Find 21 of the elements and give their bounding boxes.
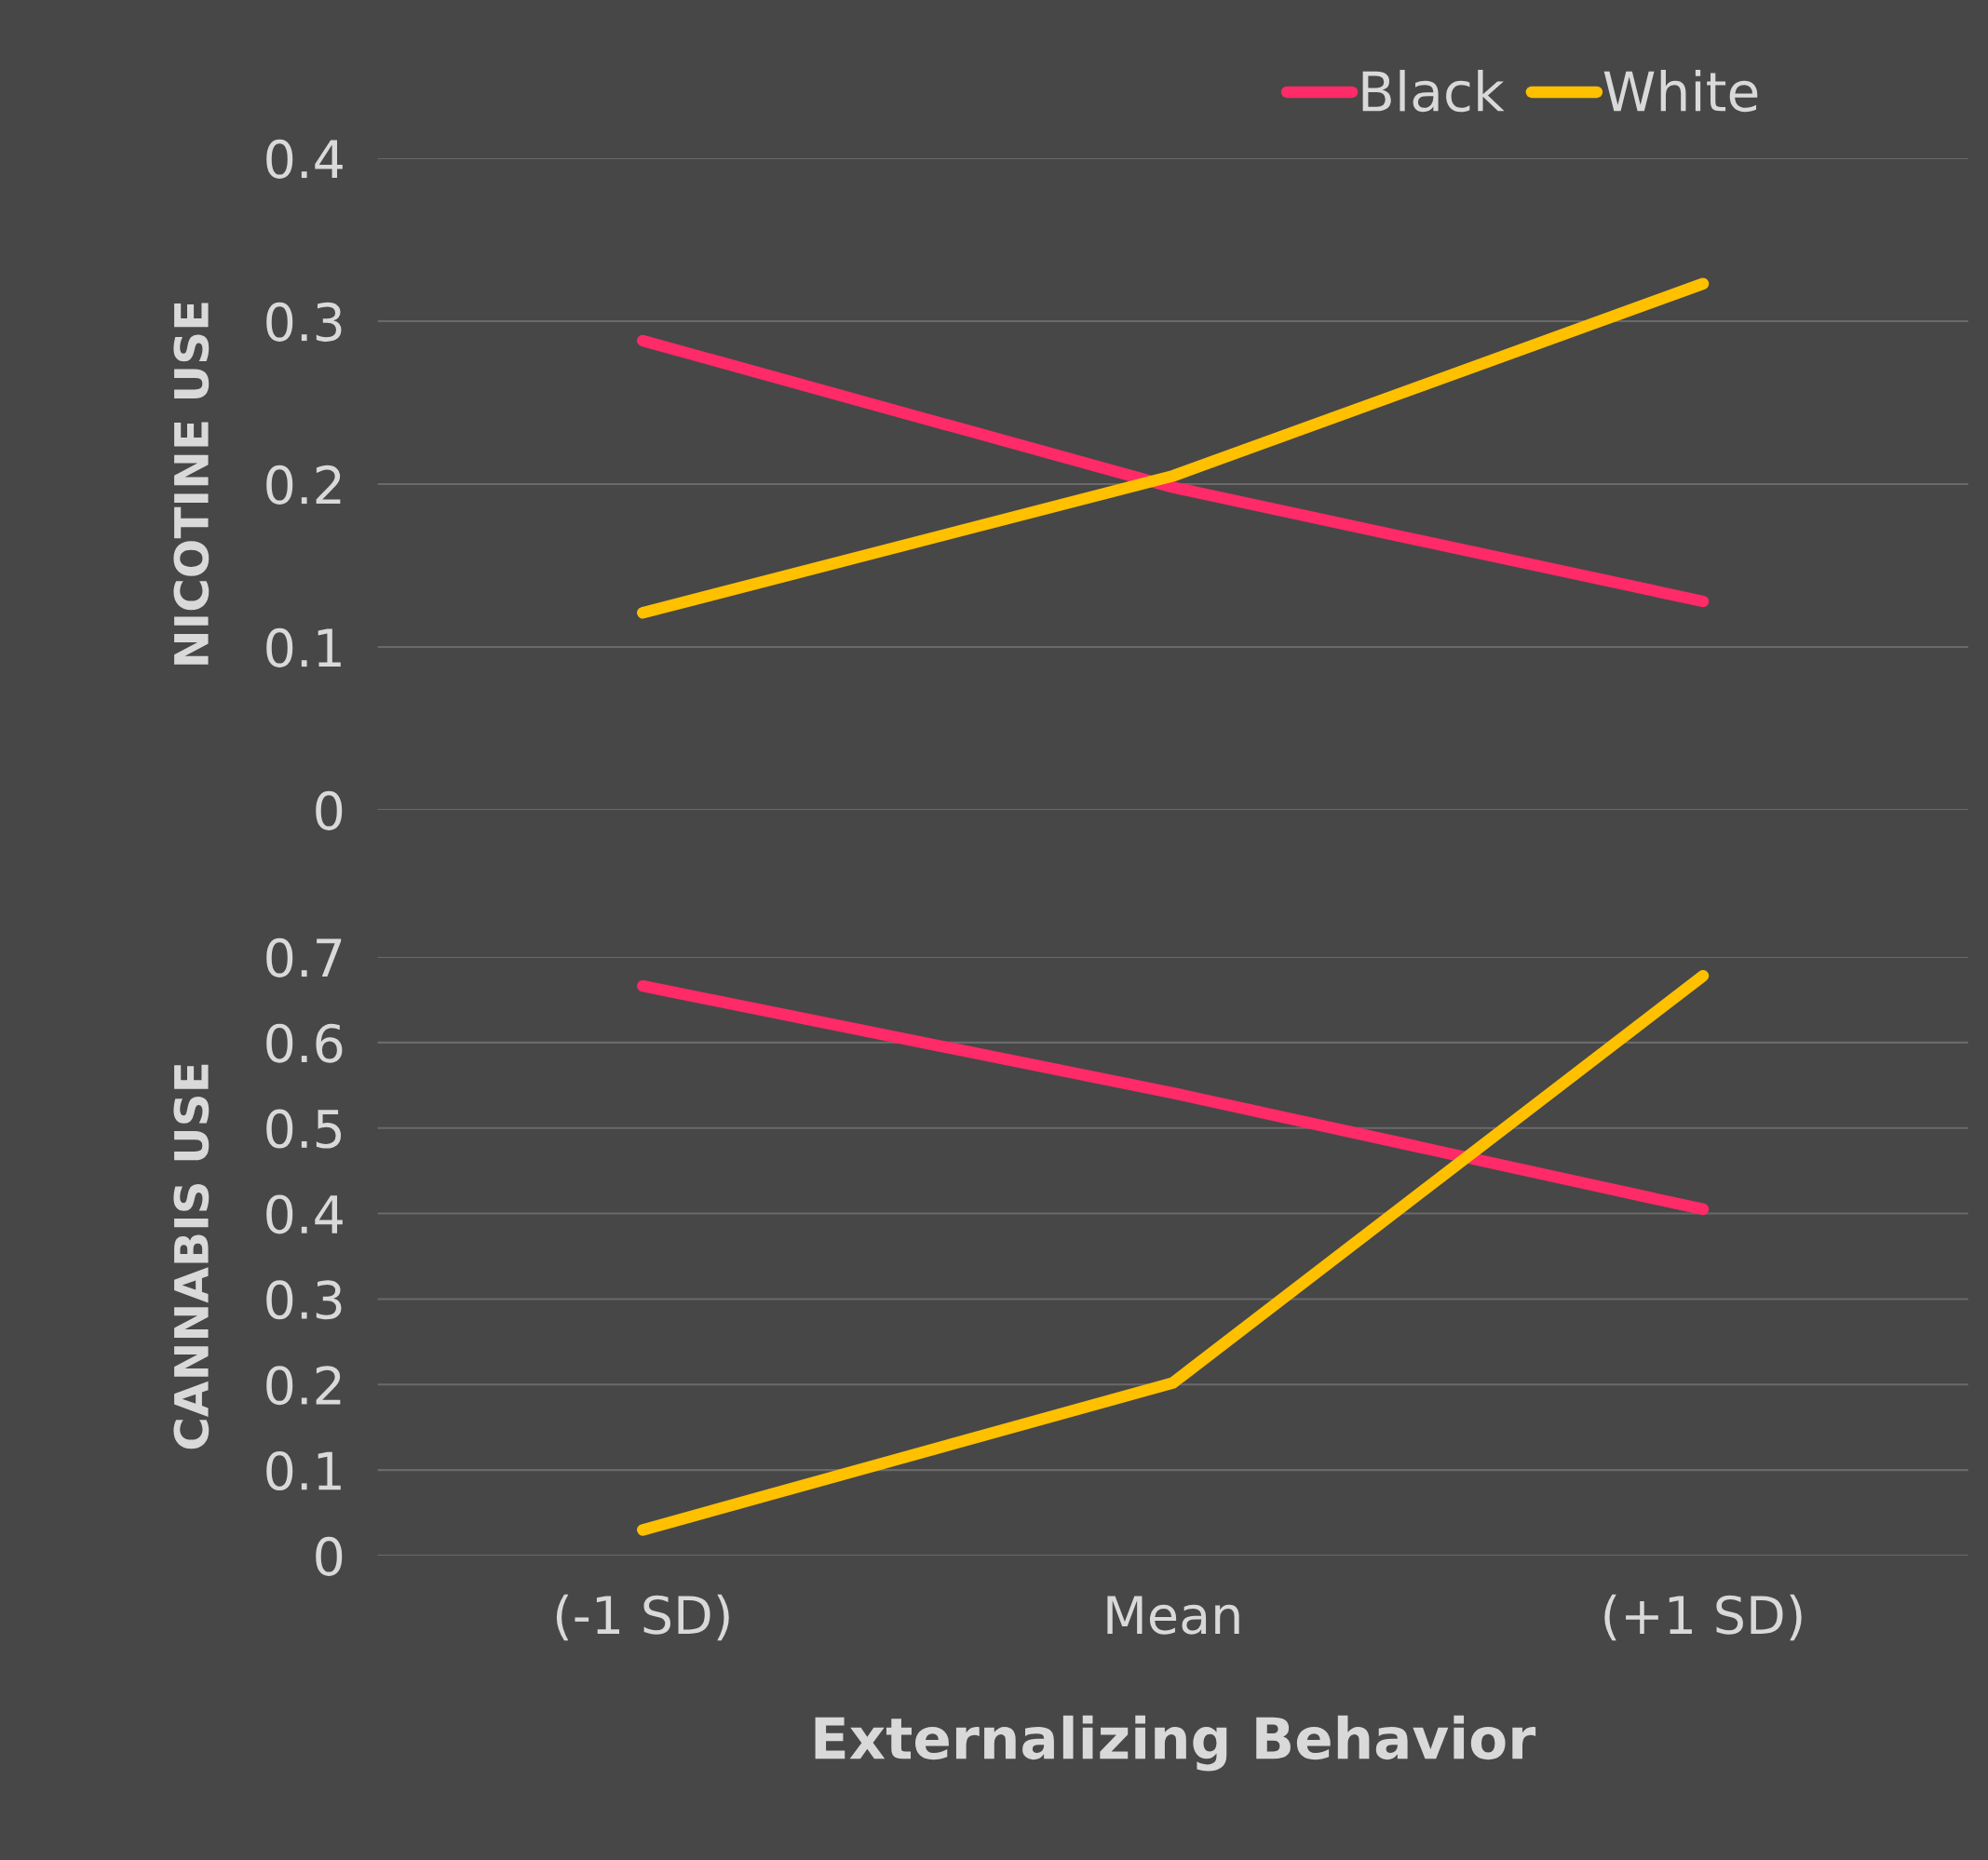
- x-tick-label: (+1 SD): [1604, 1594, 1802, 1641]
- x-axis-title: Externalizing Behavior: [815, 1715, 1536, 1772]
- y-tick-label: 0.5: [266, 1109, 342, 1149]
- y-axis-title: NICOTINE USE: [173, 303, 210, 665]
- y-tick-label: 0: [316, 1536, 343, 1576]
- y-tick-label: 0.4: [266, 139, 343, 179]
- legend-label: White: [1603, 70, 1758, 113]
- y-tick-label: 0.2: [266, 465, 341, 505]
- legend-label: Black: [1362, 70, 1505, 113]
- y-tick-label: 0.2: [266, 1366, 341, 1406]
- y-tick-label: 0.1: [266, 1451, 341, 1491]
- y-tick-label: 0.4: [266, 1194, 343, 1234]
- y-tick-label: 0: [316, 790, 343, 830]
- x-tick-label: Mean: [1107, 1596, 1239, 1635]
- y-tick-label: 0.3: [266, 302, 342, 342]
- y-tick-label: 0.6: [266, 1023, 343, 1063]
- y-tick-label: 0.7: [266, 937, 342, 977]
- x-tick-label: (-1 SD): [556, 1594, 729, 1641]
- y-axis-title: CANNABIS USE: [173, 1064, 210, 1449]
- y-tick-label: 0.1: [266, 627, 341, 667]
- y-tick-label: 0.3: [266, 1280, 342, 1320]
